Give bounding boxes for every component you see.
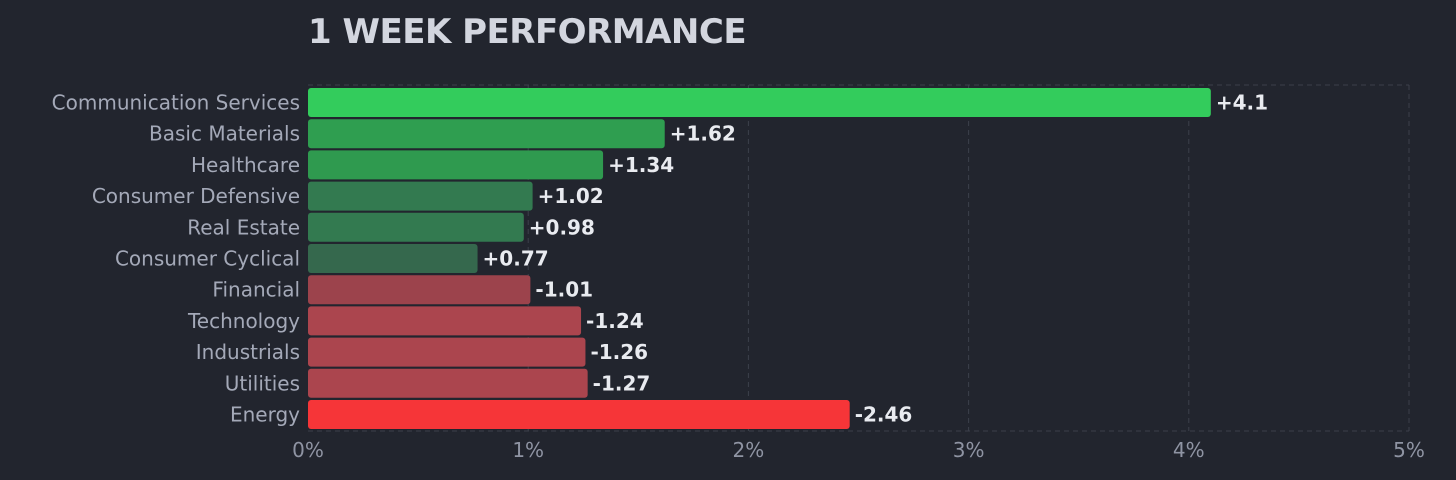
x-tick-label-1: 1%	[512, 438, 544, 462]
bar-4	[308, 212, 524, 242]
value-label-6: -1.01	[535, 278, 593, 302]
value-label-8: -1.26	[590, 340, 648, 364]
x-tick-label-3: 3%	[953, 438, 985, 462]
category-label-10: Energy	[230, 403, 300, 427]
bar-2	[308, 150, 604, 180]
value-label-10: -2.46	[855, 403, 913, 427]
value-label-5: +0.77	[483, 247, 549, 271]
bar-3	[308, 181, 533, 211]
value-label-1: +1.62	[670, 122, 736, 146]
category-label-7: Technology	[187, 309, 300, 333]
value-label-2: +1.34	[608, 153, 674, 177]
bar-1	[308, 119, 665, 149]
category-label-8: Industrials	[196, 340, 300, 364]
x-tick-label-0: 0%	[292, 438, 324, 462]
x-tick-label-2: 2%	[733, 438, 765, 462]
category-label-6: Financial	[212, 278, 300, 302]
category-label-2: Healthcare	[191, 153, 300, 177]
bar-6	[308, 275, 531, 305]
bar-0	[308, 88, 1211, 117]
category-label-3: Consumer Defensive	[92, 184, 300, 208]
bar-5	[308, 244, 478, 273]
x-tick-label-4: 4%	[1173, 438, 1205, 462]
category-label-5: Consumer Cyclical	[115, 247, 300, 271]
bar-10	[308, 400, 850, 429]
bar-9	[308, 368, 588, 398]
value-label-3: +1.02	[538, 184, 604, 208]
category-label-0: Communication Services	[52, 91, 300, 115]
value-label-9: -1.27	[593, 371, 651, 395]
category-label-9: Utilities	[225, 371, 300, 395]
category-label-4: Real Estate	[187, 215, 300, 239]
chart-title: 1 WEEK PERFORMANCE	[308, 12, 747, 52]
value-label-7: -1.24	[586, 309, 644, 333]
bar-7	[308, 306, 582, 336]
x-tick-label-5: 5%	[1393, 438, 1425, 462]
category-label-1: Basic Materials	[149, 122, 300, 146]
value-label-0: +4.1	[1216, 91, 1268, 115]
bar-8	[308, 337, 586, 367]
value-label-4: +0.98	[529, 215, 595, 239]
